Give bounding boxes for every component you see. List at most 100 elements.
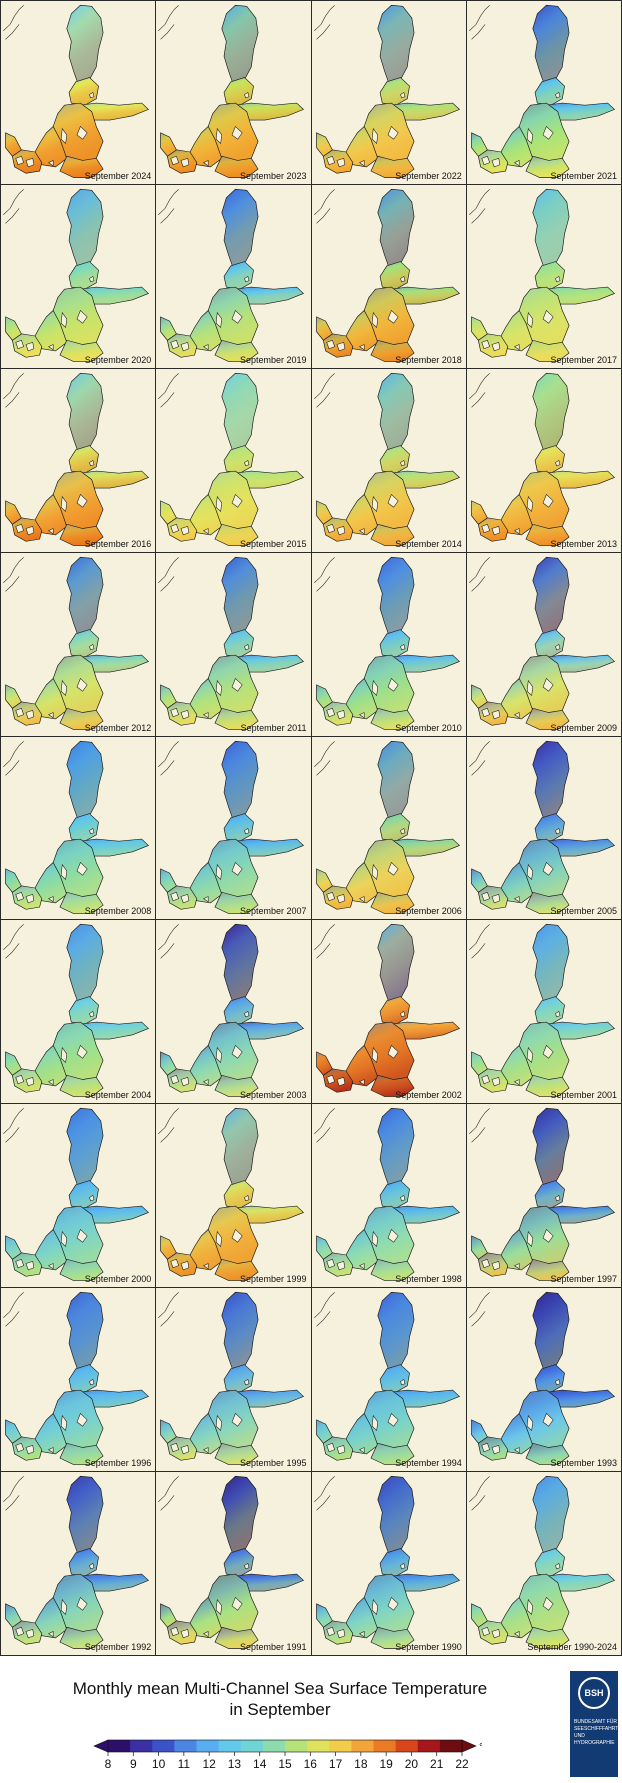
baltic-sea-map (311, 1288, 466, 1472)
sea-region-tint (59, 1443, 104, 1466)
island (231, 861, 243, 876)
island (554, 275, 561, 282)
logo-line-4: HYDROGRAPHIE (574, 1740, 615, 1746)
island (542, 1229, 554, 1243)
island (491, 1629, 500, 1639)
sea-region-tint (5, 500, 22, 525)
map-tile: September 2001 (466, 920, 621, 1104)
island (203, 1447, 209, 1454)
island (48, 160, 54, 167)
tile-label: September 2016 (84, 538, 152, 549)
island (15, 339, 25, 349)
island (542, 309, 554, 324)
sea-region-tint (370, 155, 415, 178)
sea-region-tint (498, 1229, 533, 1271)
norwegian-coastline (468, 1476, 490, 1511)
island (180, 1261, 190, 1271)
island (481, 707, 490, 717)
sea-region-tint (532, 188, 570, 269)
tile-label: September 1997 (550, 1274, 617, 1285)
colorbar-tick-label: 17 (329, 1757, 343, 1771)
island (526, 679, 533, 696)
colorbar-tick-label: 14 (253, 1757, 267, 1771)
island (89, 643, 95, 650)
tile-label: September 2021 (550, 170, 617, 181)
sea-region-tint (470, 683, 488, 709)
sea-region-tint (214, 339, 259, 362)
sea-region-tint (534, 1548, 565, 1577)
colorbar-min-arrow (93, 1739, 109, 1753)
sea-region-tint (370, 1626, 415, 1649)
island (325, 1075, 335, 1085)
sea-region-tint (315, 1603, 333, 1628)
sea-region-tint (59, 1259, 104, 1282)
island (554, 827, 561, 834)
island (170, 1075, 180, 1085)
island (387, 1045, 399, 1060)
sea-region-tint (379, 812, 410, 842)
island (387, 1229, 399, 1243)
colorbar-swatch (196, 1740, 220, 1752)
sea-region-tint (160, 132, 178, 157)
sea-region-tint (370, 891, 415, 914)
island (387, 677, 399, 692)
sea-region-tint (534, 1364, 565, 1393)
baltic-sea-map (311, 1472, 466, 1655)
island (231, 1413, 243, 1427)
island (244, 275, 250, 282)
island (15, 1075, 25, 1085)
island (387, 861, 399, 876)
sea-region-tint (379, 444, 410, 474)
norwegian-coastline (3, 5, 24, 40)
baltic-sea-map (156, 920, 311, 1104)
sea-region-tint (59, 707, 104, 730)
island (231, 1045, 243, 1060)
sea-region-tint (379, 1180, 410, 1209)
sea-region-tint (187, 1229, 223, 1271)
colorbar-max-arrow (461, 1739, 477, 1753)
baltic-sea-map (1, 736, 156, 920)
island (244, 92, 250, 99)
island (89, 92, 95, 99)
island (554, 1379, 561, 1386)
baltic-sea-map (311, 736, 466, 920)
island (481, 523, 490, 533)
baltic-sea-map (1, 1288, 156, 1472)
island (554, 1011, 561, 1018)
colorbar-swatch (285, 1740, 308, 1752)
legend-footer: Monthly mean Multi-Channel Sea Surface T… (0, 1656, 622, 1783)
tile-label: September 2022 (395, 170, 462, 181)
island (526, 311, 533, 328)
baltic-sea-map (1, 920, 156, 1104)
tile-label: September 2007 (239, 906, 307, 917)
island (513, 895, 520, 902)
map-tile: September 1996 (1, 1288, 156, 1472)
island (358, 895, 364, 902)
baltic-sea-map (466, 736, 621, 920)
island (25, 709, 35, 719)
island (180, 158, 190, 168)
island (371, 311, 378, 328)
island (48, 1631, 54, 1638)
island (89, 1379, 95, 1386)
sea-region-tint (379, 1364, 410, 1393)
island (203, 527, 209, 535)
sea-region-tint (5, 1603, 22, 1628)
island (554, 643, 561, 650)
island (76, 309, 88, 324)
map-tile: September 2005 (466, 736, 621, 920)
sea-region-tint (379, 628, 410, 658)
sea-region-tint (534, 812, 565, 842)
sea-region-tint (532, 372, 570, 453)
sea-region-tint (376, 1476, 414, 1556)
colorbar-swatch (351, 1740, 374, 1752)
island (336, 893, 345, 903)
sea-region-tint (68, 1180, 99, 1209)
map-tile: September 1990 (311, 1472, 466, 1655)
norwegian-coastline (313, 556, 335, 592)
tile-label: September 2000 (84, 1274, 152, 1285)
island (371, 495, 378, 512)
figure-title: Monthly mean Multi-Channel Sea Surface T… (20, 1678, 540, 1720)
island (60, 1415, 68, 1432)
map-tile: September 2009 (466, 552, 621, 736)
